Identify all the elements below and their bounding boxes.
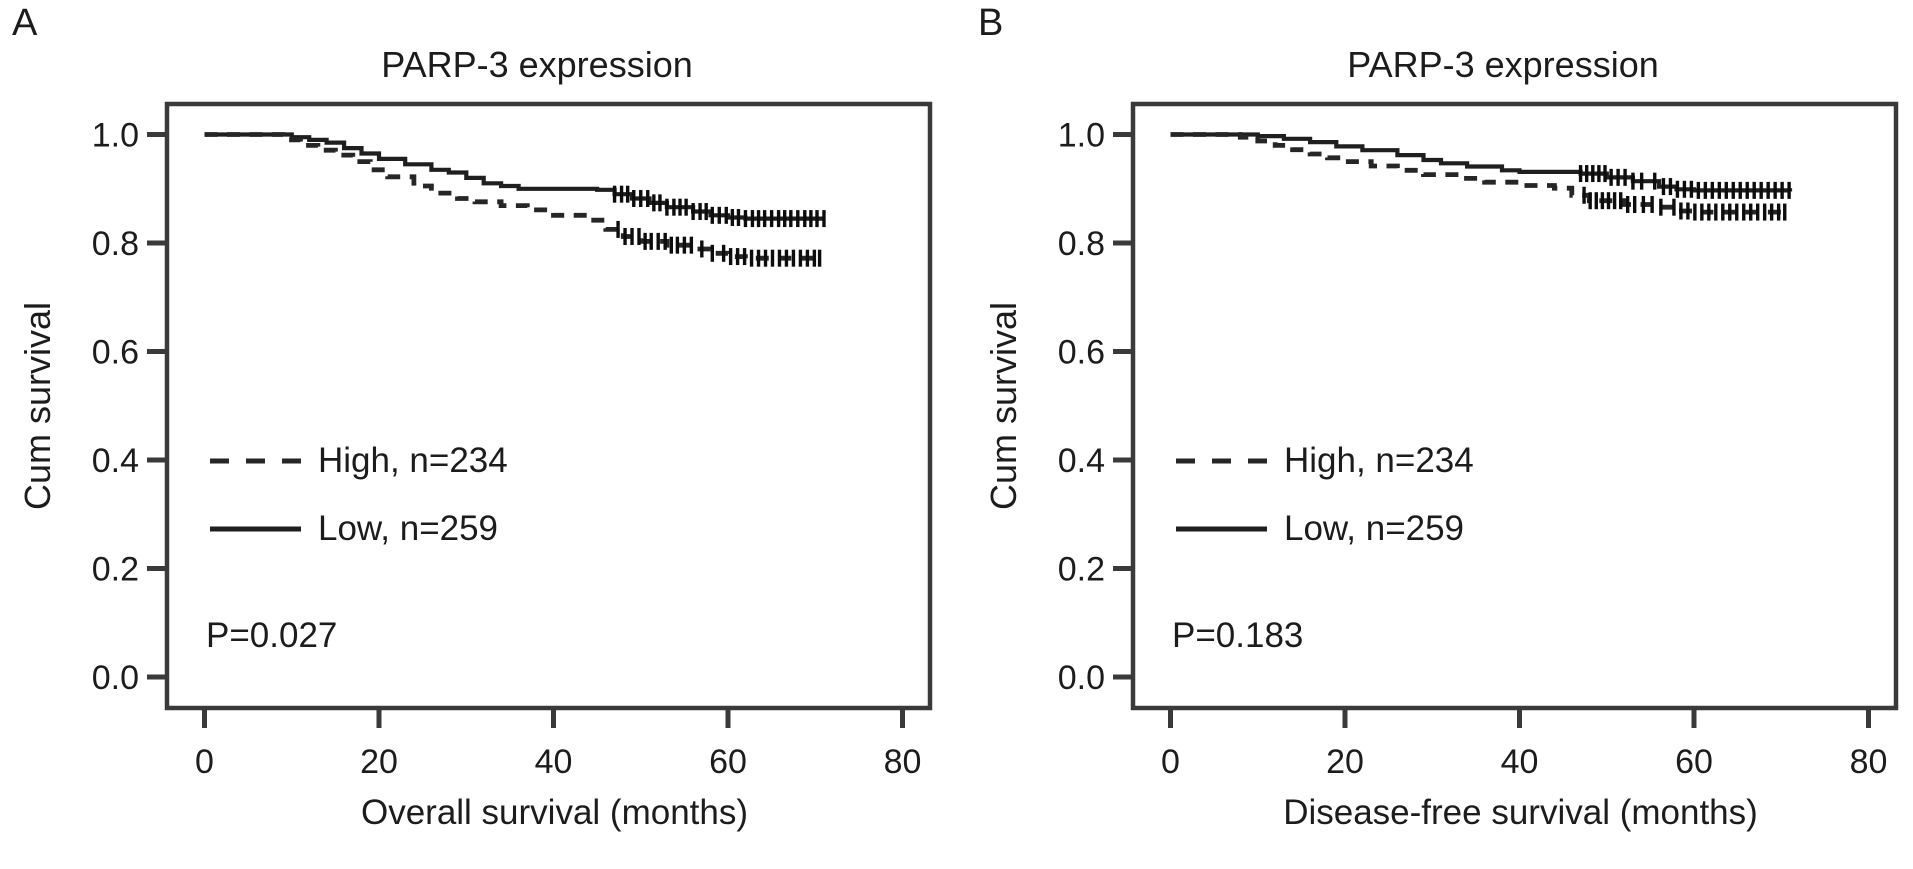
svg-text:0.6: 0.6 xyxy=(1058,334,1105,372)
svg-text:80: 80 xyxy=(884,743,922,781)
panel-b-x-axis-label: Disease-free survival (months) xyxy=(1283,793,1758,832)
panel-a: 1.0 0.8 0.6 0.4 0.2 0.0 0 20 40 60 80 A PARP-3 exp… xyxy=(0,0,947,869)
svg-text:0.2: 0.2 xyxy=(1058,551,1105,589)
svg-text:0: 0 xyxy=(195,743,214,781)
svg-text:40: 40 xyxy=(535,743,573,781)
panel-b: 1.0 0.8 0.6 0.4 0.2 0.0 0 20 40 60 80 B PARP-3 exp… xyxy=(966,0,1913,869)
svg-text:0.6: 0.6 xyxy=(92,334,139,372)
panel-a-letter: A xyxy=(12,2,39,44)
svg-text:60: 60 xyxy=(709,743,747,781)
svg-text:0.4: 0.4 xyxy=(92,442,139,480)
panel-a-y-axis-label: Cum survival xyxy=(17,301,58,511)
panel-a-x-axis-label: Overall survival (months) xyxy=(360,793,749,832)
panel-b-legend-high-label: High, n=234 xyxy=(1284,441,1474,480)
svg-text:1.0: 1.0 xyxy=(92,117,139,155)
panel-a-p-value: P=0.027 xyxy=(206,616,338,655)
svg-text:40: 40 xyxy=(1501,743,1539,781)
svg-text:0.0: 0.0 xyxy=(1058,659,1105,697)
svg-text:0.8: 0.8 xyxy=(92,225,139,263)
svg-text:0.2: 0.2 xyxy=(92,551,139,589)
panel-b-p-value: P=0.183 xyxy=(1172,616,1304,655)
svg-text:60: 60 xyxy=(1675,743,1713,781)
svg-text:0.8: 0.8 xyxy=(1058,225,1105,263)
svg-text:0.4: 0.4 xyxy=(1058,442,1105,480)
svg-text:0: 0 xyxy=(1161,743,1180,781)
panel-b-letter: B xyxy=(978,2,1005,44)
panel-b-title: PARP-3 expression xyxy=(1347,44,1659,85)
km-plot-overall-survival: 1.0 0.8 0.6 0.4 0.2 0.0 0 20 40 60 80 xyxy=(92,101,933,781)
svg-text:80: 80 xyxy=(1850,743,1888,781)
panel-a-legend-low-label: Low, n=259 xyxy=(318,509,499,548)
panel-b-y-axis-label: Cum survival xyxy=(983,301,1024,511)
svg-text:1.0: 1.0 xyxy=(1058,117,1105,155)
svg-text:0.0: 0.0 xyxy=(92,659,139,697)
panel-a-title: PARP-3 expression xyxy=(381,44,693,85)
svg-text:20: 20 xyxy=(1326,743,1364,781)
svg-text:20: 20 xyxy=(360,743,398,781)
panel-b-legend-low-label: Low, n=259 xyxy=(1284,509,1465,548)
km-plot-disease-free-survival: 1.0 0.8 0.6 0.4 0.2 0.0 0 20 40 60 80 xyxy=(1058,101,1899,781)
panel-a-legend-high-label: High, n=234 xyxy=(318,441,508,480)
